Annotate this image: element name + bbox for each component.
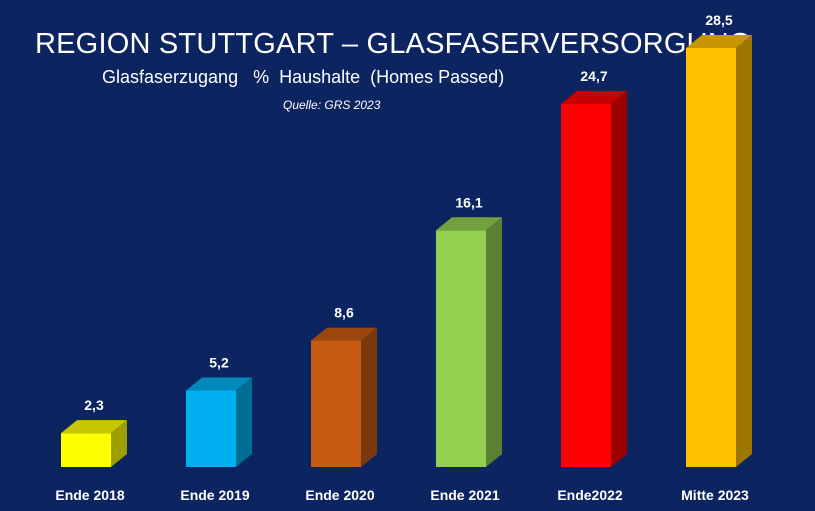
value-label: 24,7 (580, 68, 607, 84)
bar-top-face (61, 420, 127, 434)
bar-side-face (111, 420, 127, 467)
category-label: Ende 2019 (180, 487, 249, 503)
category-label: Ende 2020 (305, 487, 374, 503)
value-label: 8,6 (334, 305, 354, 321)
value-label: 5,2 (209, 355, 229, 371)
bar-6 (686, 35, 752, 467)
chart-subtitle: Glasfaserzugang % Haushalte (Homes Passe… (102, 67, 505, 87)
category-label: Mitte 2023 (681, 487, 749, 503)
category-label: Ende2022 (557, 487, 623, 503)
bar-front-face (186, 390, 236, 467)
bar-4 (436, 217, 502, 467)
value-label: 2,3 (84, 397, 104, 413)
chart-title: REGION STUTTGART – GLASFASERVERSORGUNG (35, 28, 752, 60)
bar-1 (61, 420, 127, 467)
bar-side-face (361, 327, 377, 467)
category-label: Ende 2018 (55, 487, 124, 503)
bar-top-face (311, 327, 377, 341)
bar-side-face (486, 217, 502, 467)
bar-5 (561, 90, 627, 467)
bar-front-face (686, 48, 736, 467)
value-label: 28,5 (705, 12, 732, 28)
bar-3 (311, 327, 377, 467)
bar-2 (186, 377, 252, 467)
bar-top-face (686, 35, 752, 48)
bar-top-face (436, 217, 502, 231)
bar-side-face (611, 90, 627, 467)
bar-front-face (561, 103, 611, 467)
value-label: 16,1 (455, 194, 482, 210)
bar-front-face (61, 433, 111, 467)
bar-front-face (311, 340, 361, 467)
bar-top-face (186, 377, 252, 391)
chart-source: Quelle: GRS 2023 (283, 98, 381, 112)
bar-front-face (436, 230, 486, 467)
bar-side-face (736, 35, 752, 467)
category-label: Ende 2021 (430, 487, 499, 503)
bar-top-face (561, 90, 627, 104)
bar-side-face (236, 377, 252, 467)
